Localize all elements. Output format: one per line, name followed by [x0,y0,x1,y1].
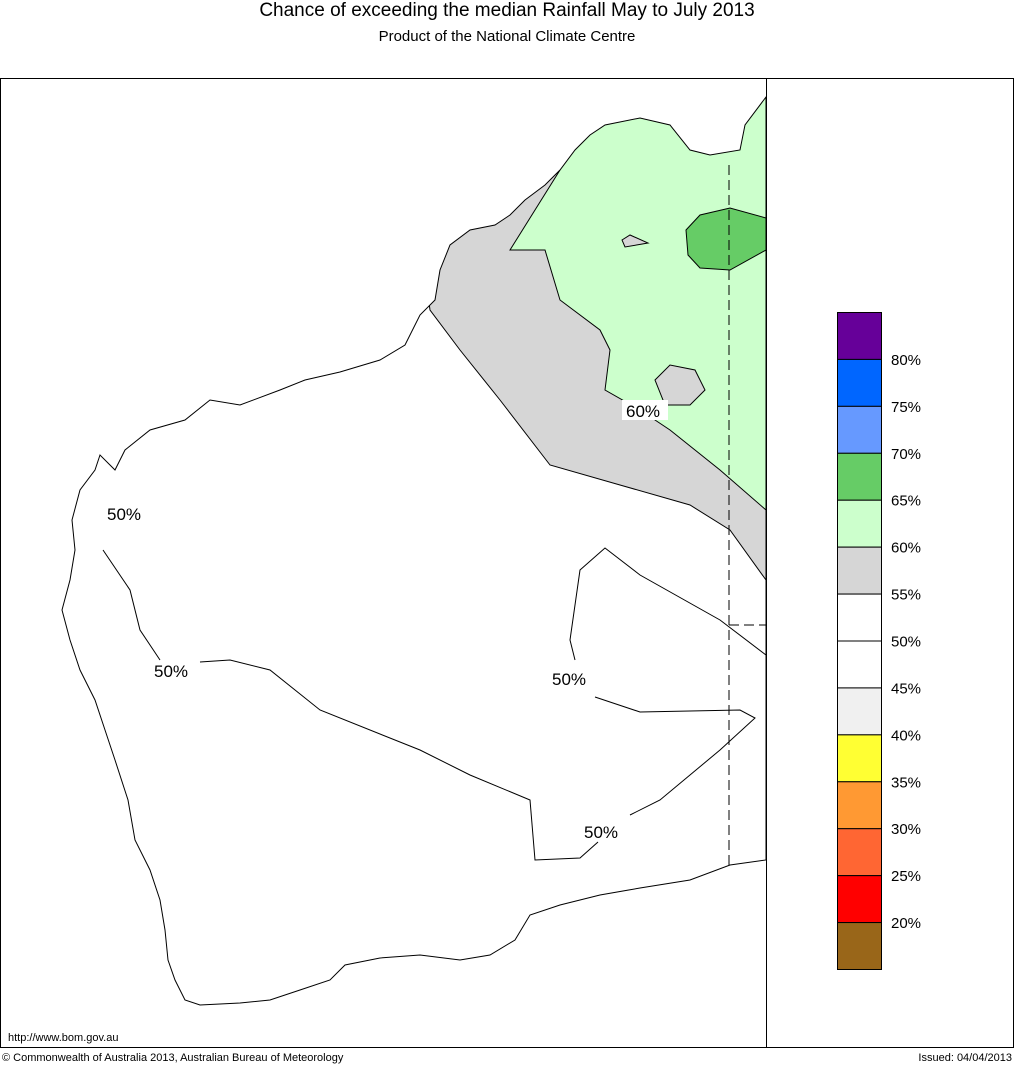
contour-50-west [102,549,161,661]
label-bg [622,400,668,420]
legend-label: 40% [891,727,921,744]
legend-label: 50% [891,634,921,651]
contour-label-50: 50% [552,670,586,689]
contour-label-50: 50% [584,823,618,842]
contour-label-50: 50% [107,505,141,524]
legend-label: 55% [891,587,921,604]
legend-swatch [837,452,882,501]
legend-swatch [837,922,882,970]
legend-swatch [837,828,882,877]
legend-label: 70% [891,446,921,463]
map-subtitle: Product of the National Climate Centre [378,28,636,45]
legend-label: 60% [891,540,921,557]
issued-date: Issued: 04/04/2013 [918,1052,1012,1064]
legend-swatch [837,312,882,360]
legend-label: 25% [891,868,921,885]
copyright-text: © Commonwealth of Australia 2013, Austra… [2,1052,344,1064]
url-text: http://www.bom.gov.au [8,1032,119,1044]
legend-label: 45% [891,680,921,697]
legend-label: 30% [891,821,921,838]
legend: 80% 75% 70% 65% 60% 55% 50% 45% 40% 35% 30% 25% 20% [837,312,921,970]
legend-swatch [837,546,882,595]
contour-label-50: 50% [154,662,188,681]
legend-swatch [837,640,882,689]
legend-label: 20% [891,915,921,932]
map-title: Chance of exceeding the median Rainfall … [259,0,755,21]
legend-swatch [837,734,882,783]
legend-swatch [837,687,882,736]
region-55-60-small [621,234,650,248]
legend-swatch [837,358,882,407]
region-65-70 [685,207,766,271]
contour-50-south [199,659,599,861]
contour-50-north [569,547,767,661]
legend-label: 75% [891,399,921,416]
legend-label: 35% [891,774,921,791]
contour-label-60: 60% [626,402,660,421]
region-60-65 [509,97,766,512]
legend-swatch [837,875,882,924]
legend-swatch [837,405,882,454]
legend-swatch [837,781,882,830]
legend-label: 65% [891,493,921,510]
legend-swatch [837,499,882,548]
contour-50-east [594,696,756,816]
legend-label: 80% [891,352,921,369]
legend-swatch [837,593,882,642]
